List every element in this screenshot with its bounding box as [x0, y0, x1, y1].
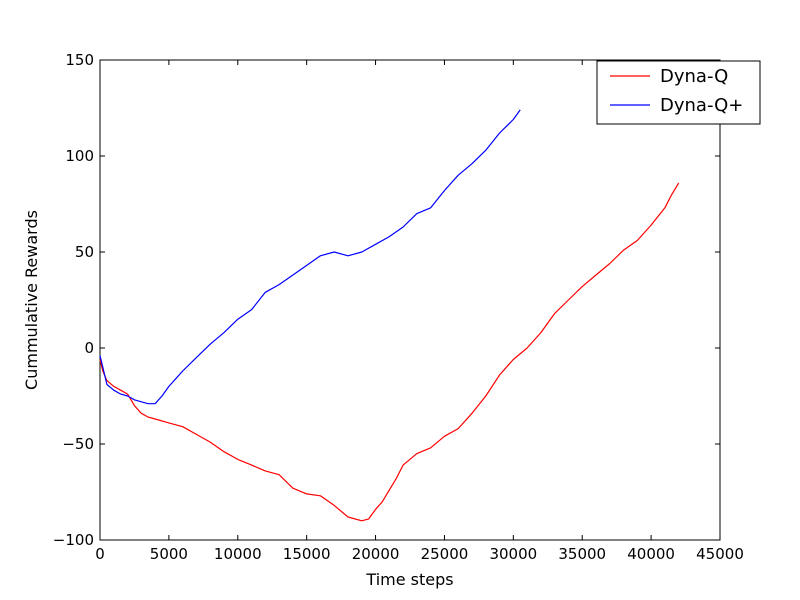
y-axis-ticks: −100 −50 0 50 100 150 — [53, 51, 720, 549]
y-tick-label: 50 — [75, 243, 94, 261]
x-axis-label: Time steps — [365, 570, 453, 589]
legend-box — [596, 60, 761, 125]
y-tick-label: −50 — [62, 435, 94, 453]
series-line-dyna-q — [99, 182, 680, 522]
legend: Dyna-Q Dyna-Q+ — [596, 60, 761, 125]
x-tick-label: 45000 — [696, 545, 744, 563]
plot-frame — [99, 59, 721, 541]
plot-area: 0 5000 10000 15000 20000 25000 30000 35000 40000… — [53, 51, 744, 563]
series-line-dyna-q-plus — [99, 109, 521, 405]
legend-label-dyna-q: Dyna-Q — [660, 66, 728, 87]
x-tick-label: 0 — [95, 545, 105, 563]
x-tick-label: 15000 — [283, 545, 331, 563]
x-tick-label: 35000 — [558, 545, 606, 563]
x-tick-label: 20000 — [352, 545, 400, 563]
series-lines — [99, 109, 680, 522]
y-tick-label: −100 — [53, 531, 94, 549]
y-tick-label: 150 — [65, 51, 94, 69]
y-tick-label: 100 — [65, 147, 94, 165]
x-tick-label: 30000 — [489, 545, 537, 563]
x-tick-label: 10000 — [214, 545, 262, 563]
x-tick-label: 25000 — [421, 545, 469, 563]
x-tick-label: 40000 — [627, 545, 675, 563]
x-tick-label: 5000 — [150, 545, 188, 563]
x-axis-ticks: 0 5000 10000 15000 20000 25000 30000 35000 40000… — [95, 60, 744, 563]
y-tick-label: 0 — [84, 339, 94, 357]
y-axis-label: Cummulative Rewards — [22, 210, 41, 390]
legend-label-dyna-q-plus: Dyna-Q+ — [660, 95, 743, 116]
